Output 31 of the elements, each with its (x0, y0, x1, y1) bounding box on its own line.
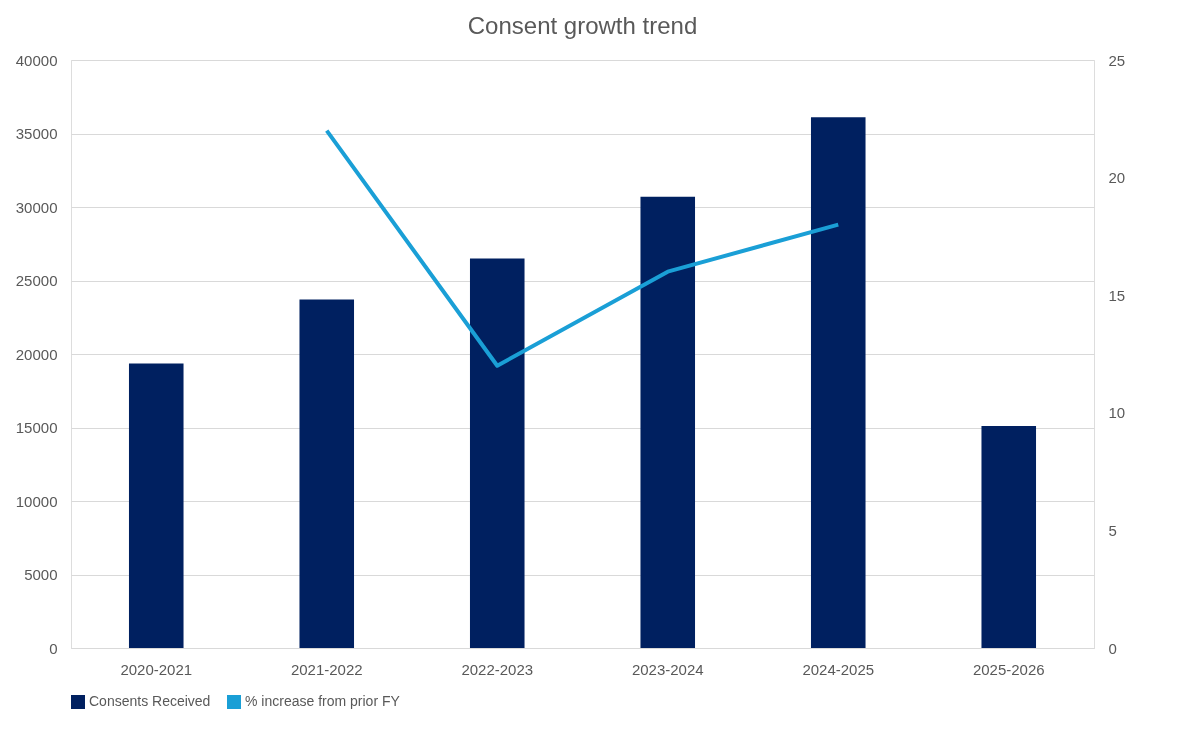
bar (128, 363, 184, 648)
x-tick-label: 2022-2023 (461, 660, 534, 678)
y2-tick-label: 15 (1108, 286, 1126, 304)
y-tick-label: 30000 (15, 198, 58, 216)
y2-tick-label: 20 (1108, 169, 1126, 187)
y2-tick-label: 10 (1108, 404, 1126, 422)
bar (469, 258, 525, 648)
line-series (324, 128, 841, 368)
y-tick-label: 35000 (15, 125, 58, 142)
x-tick-label: 2025-2026 (972, 660, 1045, 678)
legend-label: Consents Received (89, 693, 211, 709)
bar (299, 299, 355, 648)
x-tick-label: 2023-2024 (631, 660, 704, 678)
y-tick-label: 15000 (15, 419, 58, 436)
bar (981, 426, 1037, 648)
legend-label: % increase from prior FY (245, 693, 401, 709)
x-tick-label: 2021-2022 (290, 660, 363, 678)
x-tick-label: 2020-2021 (120, 660, 193, 678)
y-tick-label: 10000 (15, 492, 58, 510)
x-tick-label: 2024-2025 (802, 660, 875, 678)
y-tick-label: 25000 (15, 272, 58, 289)
y-tick-label: 20000 (15, 345, 58, 363)
y2-tick-label: 0 (1108, 639, 1117, 657)
y-tick-label: 40000 (15, 51, 58, 69)
chart-title: Consent growth trend (467, 12, 698, 39)
bar (810, 117, 866, 648)
y-tick-label: 0 (49, 639, 58, 657)
y2-tick-label: 5 (1108, 521, 1117, 539)
bar (640, 196, 696, 648)
y2-tick-label: 25 (1108, 51, 1126, 69)
y-tick-label: 5000 (24, 566, 58, 583)
